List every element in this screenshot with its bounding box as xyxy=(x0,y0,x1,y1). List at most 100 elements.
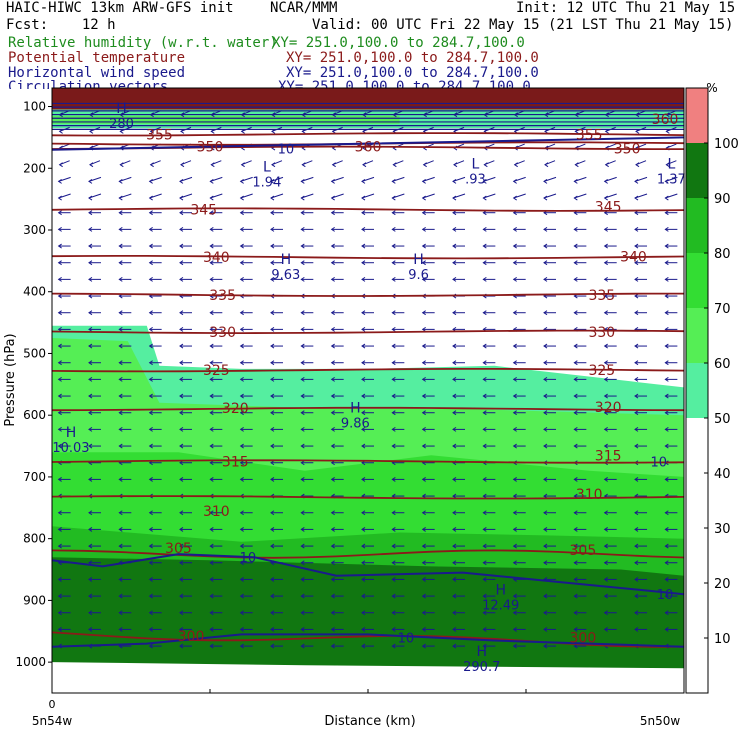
wind-vector xyxy=(270,610,283,616)
wind-vector xyxy=(421,510,435,516)
wind-vector xyxy=(330,210,344,216)
wind-vector xyxy=(573,576,587,582)
wind-label: 10 xyxy=(240,551,257,566)
wind-vector xyxy=(664,176,678,184)
wind-vector xyxy=(148,326,162,332)
extremum-marker: H xyxy=(350,400,361,416)
wind-vector xyxy=(270,476,283,482)
y-axis-label: Pressure (hPa) xyxy=(3,333,18,426)
extremum-marker: L xyxy=(263,160,271,176)
wind-vector xyxy=(239,476,253,482)
wind-vector xyxy=(148,193,162,201)
theta-label: 305 xyxy=(570,543,597,559)
wind-vector xyxy=(239,376,253,382)
wind-vector xyxy=(603,476,617,482)
wind-vector xyxy=(573,560,587,566)
wind-vector xyxy=(179,393,192,399)
y-tick-label: 800 xyxy=(23,532,46,546)
wind-vector xyxy=(148,643,162,649)
wind-vector xyxy=(209,443,223,449)
wind-vector xyxy=(300,576,314,582)
wind-vector xyxy=(482,543,496,549)
axes: 100 200 300 400 500 600 700 800 900 1000 xyxy=(15,87,685,694)
wind-vector xyxy=(118,393,132,399)
wind-vector xyxy=(421,543,435,549)
wind-contour-line xyxy=(51,553,685,596)
theta-label: 300 xyxy=(570,630,597,646)
wind-vector xyxy=(119,160,131,168)
wind-vector xyxy=(179,643,192,649)
wind-vector xyxy=(573,443,587,449)
wind-vector xyxy=(573,176,587,184)
wind-vector xyxy=(421,610,435,616)
wind-vector xyxy=(634,543,648,549)
wind-vector xyxy=(361,226,374,232)
field-rh-label: Relative humidity (w.r.t. water) xyxy=(8,35,278,51)
wind-vector xyxy=(239,560,253,566)
wind-vector xyxy=(239,310,253,316)
wind-vector xyxy=(57,393,71,399)
wind-vector xyxy=(270,326,283,332)
wind-vector xyxy=(421,393,435,399)
wind-vector xyxy=(330,176,344,184)
wind-vector xyxy=(513,160,525,168)
theta-label: 300 xyxy=(178,629,205,645)
wind-vector xyxy=(544,160,556,168)
colorbar-outline xyxy=(685,87,709,694)
wind-vector xyxy=(512,476,526,482)
wind-vector xyxy=(603,276,617,282)
wind-vector xyxy=(88,376,101,382)
wind-vector xyxy=(391,426,405,432)
wind-vector xyxy=(209,393,223,399)
wind-vector xyxy=(482,176,496,184)
wind-vector xyxy=(391,176,405,184)
wind-vector xyxy=(148,610,162,616)
wind-vector xyxy=(179,443,192,449)
wind-vector xyxy=(664,343,678,349)
wind-vector xyxy=(512,426,526,432)
wind-vector xyxy=(148,260,162,266)
wind-vector xyxy=(118,593,132,599)
wind-vector xyxy=(148,210,162,216)
wind-vector xyxy=(452,243,466,249)
wind-vector xyxy=(664,226,678,232)
theta-contour-305 xyxy=(51,549,685,559)
wind-vector xyxy=(482,510,496,516)
wind-vector xyxy=(453,160,465,168)
wind-vector xyxy=(301,160,313,168)
contour-labels: 360 355 355 350 350 345 345 340 340 335 335 330 330 3… xyxy=(52,101,685,675)
extremum-marker: H xyxy=(281,252,292,268)
wind-vector xyxy=(209,310,223,316)
wind-vector xyxy=(361,376,374,382)
x-start-label: 5n54w xyxy=(32,714,73,728)
wind-vector xyxy=(603,560,617,566)
wind-vector xyxy=(573,260,587,266)
wind-vector xyxy=(88,426,101,432)
wind-vector xyxy=(239,226,253,232)
colorbar: 10 20 30 40 50 60 70 80 90 100 xyxy=(685,87,739,694)
wind-vector xyxy=(361,326,374,332)
wind-vector xyxy=(118,193,132,201)
wind-vector xyxy=(148,543,162,549)
wind-vector xyxy=(330,526,344,532)
wind-vector xyxy=(179,226,192,232)
wind-vector xyxy=(543,643,557,649)
wind-vector xyxy=(209,210,223,216)
wind-vector xyxy=(239,210,253,216)
wind-vector xyxy=(149,160,161,168)
extremum-value: 1.94 xyxy=(252,176,281,191)
wind-vector xyxy=(57,310,71,316)
wind-vector xyxy=(57,276,71,282)
wind-vector xyxy=(482,260,496,266)
wind-vector xyxy=(664,310,678,316)
wind-vector xyxy=(603,176,617,184)
wind-vector xyxy=(664,510,678,516)
wind-vector xyxy=(209,610,223,616)
wind-vector xyxy=(603,393,617,399)
wind-vector xyxy=(634,560,648,566)
wind-vector xyxy=(88,326,101,332)
header-line2-left: Fcst: 12 h xyxy=(6,17,116,33)
wind-vector xyxy=(270,310,283,316)
wind-vector xyxy=(634,360,648,366)
wind-vector xyxy=(391,343,405,349)
